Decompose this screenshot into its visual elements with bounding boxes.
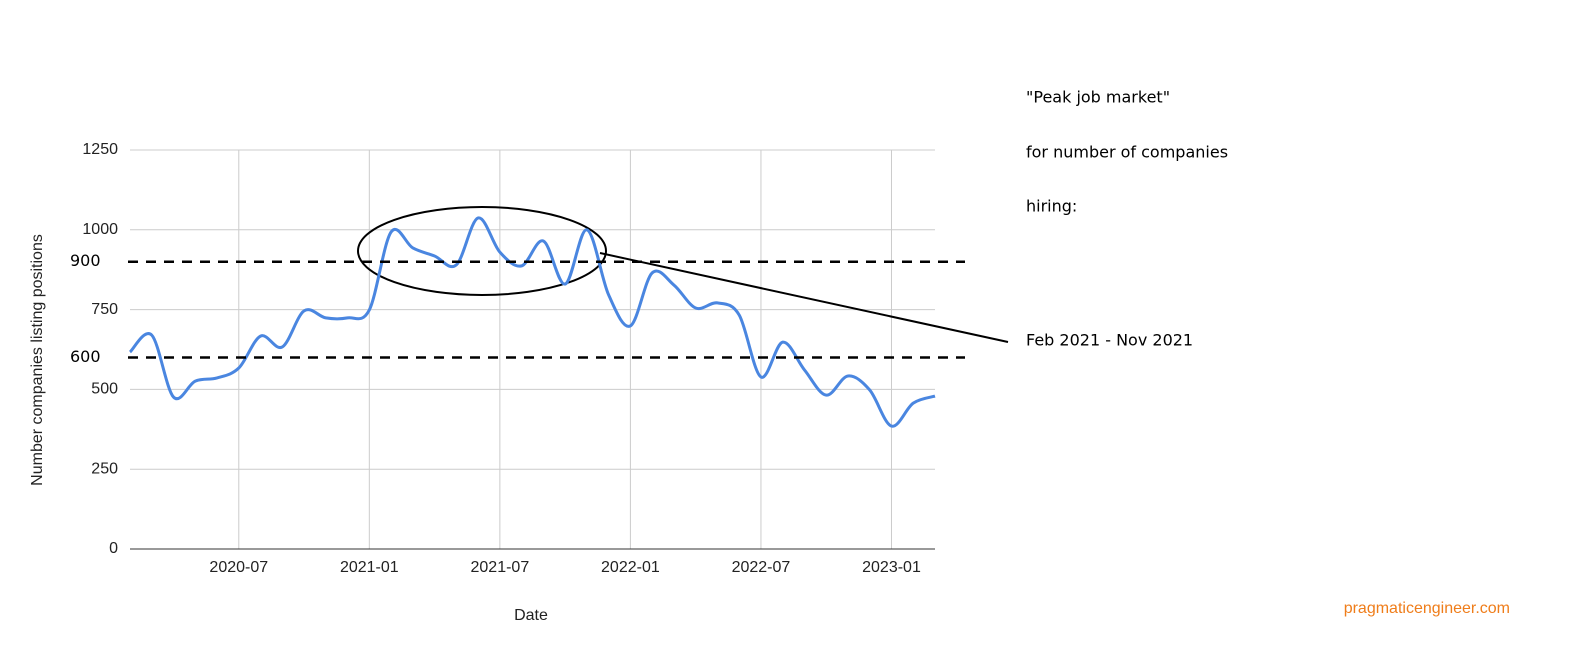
y-tick-label: 1250 (82, 141, 118, 158)
x-axis-label: Date (514, 607, 548, 624)
y-tick-label: 1000 (82, 221, 118, 238)
credit: pragmaticengineer.com (1344, 600, 1510, 617)
annotation-pointer (599, 252, 1009, 343)
y-tick-label: 0 (109, 540, 118, 557)
x-tick-label: 2021-01 (340, 559, 399, 576)
highlight-ellipse (357, 206, 607, 296)
x-tick-label: 2021-07 (471, 559, 530, 576)
y-tick-label: 250 (91, 460, 118, 477)
x-tick-label: 2023-01 (862, 559, 921, 576)
y-tick-label: 500 (91, 381, 118, 398)
y-axis-label: Number companies listing positions (29, 234, 46, 486)
x-tick-label: 2020-07 (209, 559, 268, 576)
x-tick-label: 2022-01 (601, 559, 660, 576)
data-line (128, 216, 936, 428)
reference-label: 600 (70, 347, 101, 366)
annotation: Feb 2021 - Nov 2021 (1026, 331, 1193, 350)
x-tick-label: 2022-07 (732, 559, 791, 576)
y-tick-label: 750 (91, 301, 118, 318)
annotation: "Peak job market" (1026, 88, 1170, 107)
annotation: for number of companies (1026, 143, 1228, 162)
reference-label: 900 (70, 251, 101, 270)
annotation: hiring: (1026, 197, 1077, 216)
